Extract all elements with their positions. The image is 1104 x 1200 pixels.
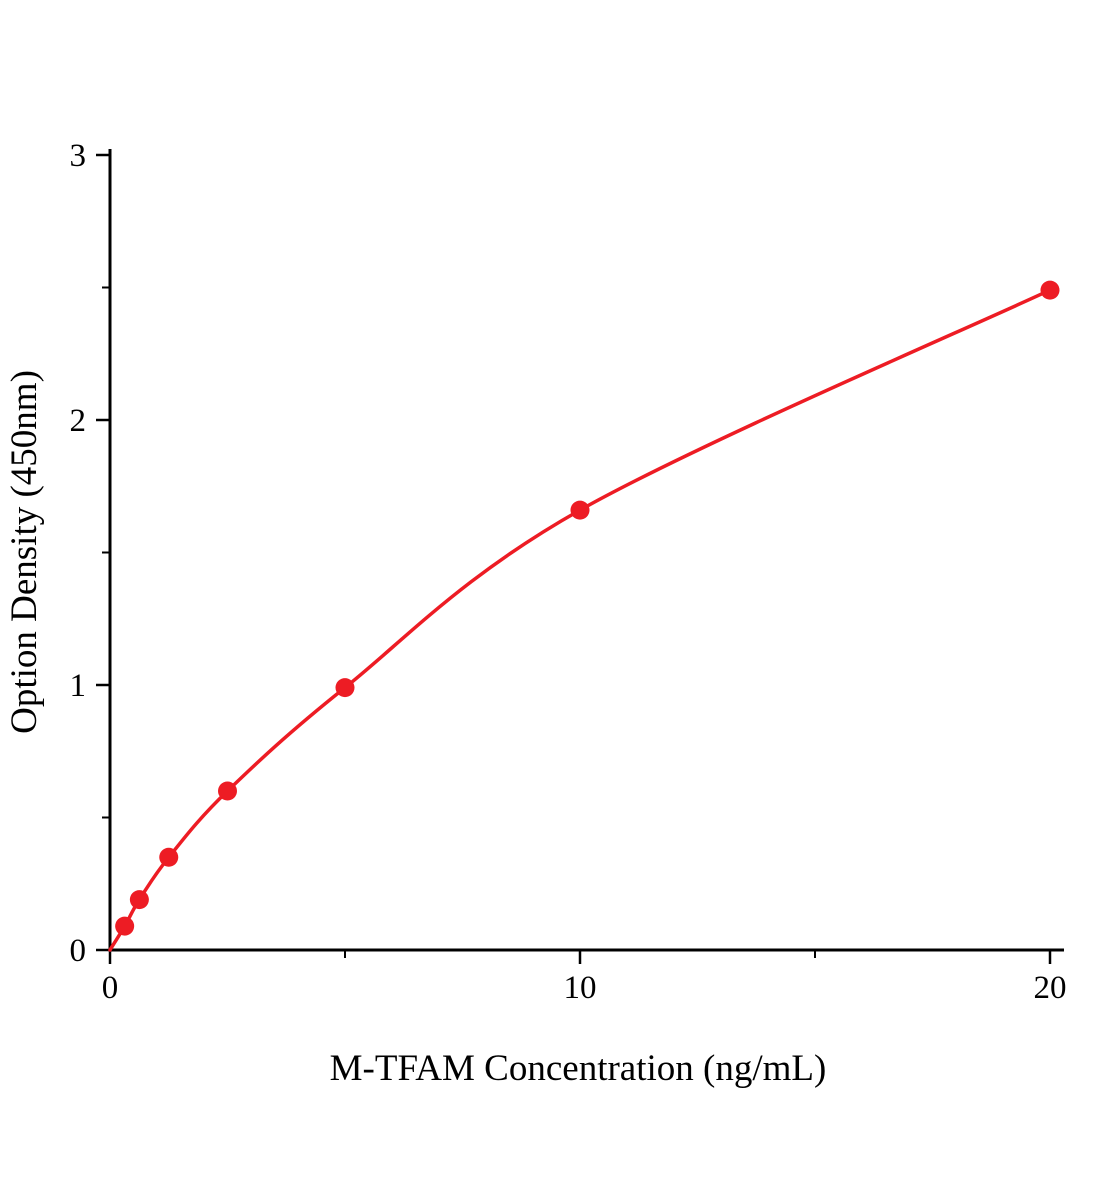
x-axis-label: M-TFAM Concentration (ng/mL) [330, 1048, 827, 1089]
y-axis-label: Option Density (450nm) [4, 370, 45, 734]
standard-curve-line [108, 288, 1052, 952]
data-point [335, 678, 355, 698]
data-points [115, 280, 1060, 936]
y-tick-label: 0 [70, 933, 87, 969]
data-point [159, 847, 179, 867]
y-tick-label: 2 [70, 403, 87, 439]
data-point [129, 890, 149, 910]
x-tick-label: 10 [564, 970, 597, 1006]
data-point [1040, 280, 1060, 300]
fit-curve [108, 288, 1052, 952]
x-tick-label: 0 [102, 970, 119, 1006]
ticks [96, 153, 1052, 964]
axes [108, 149, 1064, 952]
tick-labels: 0 10 20 0 1 2 3 [70, 138, 1067, 1006]
x-tick-label: 20 [1034, 970, 1067, 1006]
data-point [115, 916, 135, 936]
data-point [570, 500, 590, 520]
y-tick-label: 3 [70, 138, 87, 174]
y-tick-label: 1 [70, 668, 87, 704]
data-point [218, 781, 237, 801]
